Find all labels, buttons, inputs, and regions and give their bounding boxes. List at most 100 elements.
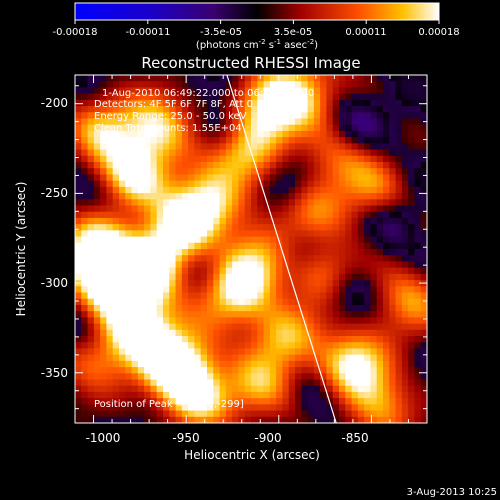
heatmap-cell — [93, 230, 101, 238]
heatmap-cell — [339, 211, 346, 219]
heatmap-cell — [420, 286, 427, 294]
heatmap-cell — [87, 398, 95, 405]
heatmap-cell — [125, 180, 133, 188]
heatmap-cell — [125, 410, 133, 418]
heatmap-cell — [144, 336, 152, 343]
heatmap-cell — [131, 323, 139, 331]
heatmap-cell — [326, 137, 334, 144]
heatmap-cell — [345, 242, 353, 250]
heatmap-cell — [238, 143, 246, 151]
heatmap-cell — [401, 280, 409, 287]
heatmap-cell — [188, 93, 196, 101]
heatmap-cell — [263, 354, 271, 362]
heatmap-cell — [207, 230, 214, 238]
heatmap-cell — [301, 211, 309, 219]
heatmap-cell — [112, 379, 120, 387]
heatmap-cell — [144, 360, 152, 368]
heatmap-cell — [251, 398, 258, 405]
heatmap-cell — [332, 249, 340, 256]
heatmap-cell — [75, 137, 82, 144]
heatmap-cell — [251, 391, 258, 399]
heatmap-cell — [320, 174, 328, 182]
colorbar: -0.00018 -0.00011 -3.5e-05 3.5e-05 0.000… — [53, 2, 460, 51]
heatmap-cell — [276, 373, 284, 381]
heatmap-cell — [125, 398, 133, 405]
heatmap-cell — [106, 199, 114, 207]
heatmap-cell — [276, 186, 284, 194]
heatmap-cell — [257, 124, 265, 132]
heatmap-cell — [420, 155, 427, 163]
heatmap-cell — [87, 336, 95, 343]
heatmap-cell — [106, 348, 114, 356]
heatmap-cell — [181, 205, 189, 213]
heatmap-cell — [301, 199, 309, 207]
heatmap-cell — [332, 360, 340, 368]
heatmap-cell — [339, 373, 346, 381]
heatmap-cell — [313, 155, 321, 163]
axis-ticks — [75, 75, 427, 423]
heatmap-cell — [175, 236, 183, 244]
heatmap-cell — [414, 398, 422, 405]
heatmap-cell — [370, 329, 378, 337]
heatmap-cell — [376, 87, 384, 95]
heatmap-cell — [295, 385, 302, 393]
heatmap-cell — [87, 255, 95, 263]
heatmap-cell — [81, 112, 89, 120]
heatmap-cell — [276, 304, 284, 312]
heatmap-cell — [207, 298, 214, 306]
heatmap-cell — [144, 199, 152, 207]
heatmap-cell — [81, 230, 89, 238]
heatmap-cell — [420, 130, 427, 138]
heatmap-cell — [420, 224, 427, 231]
heatmap-cell — [194, 199, 202, 207]
heatmap-cell — [351, 87, 359, 95]
heatmap-cell — [288, 367, 296, 374]
heatmap-cell — [301, 255, 309, 263]
heatmap-cell — [320, 186, 328, 194]
y-tick-label: -300 — [41, 276, 68, 290]
heatmap-cell — [420, 298, 427, 306]
heatmap-cell — [213, 230, 221, 238]
heatmap-cell — [251, 292, 258, 300]
heatmap-cell — [87, 304, 95, 312]
heatmap-cell — [376, 149, 384, 157]
heatmap-cell — [320, 205, 328, 213]
heatmap-cell — [345, 404, 353, 412]
heatmap-cell — [100, 87, 108, 95]
heatmap-cell — [389, 199, 397, 207]
heatmap-cell — [351, 354, 359, 362]
heatmap-cell — [175, 273, 183, 281]
heatmap-cell — [370, 398, 378, 405]
heatmap-cell — [181, 311, 189, 318]
heatmap-cell — [112, 99, 120, 107]
heatmap-cell — [175, 112, 183, 120]
heatmap-cell — [244, 342, 252, 350]
heatmap-cell — [401, 273, 409, 281]
heatmap-cell — [301, 323, 309, 331]
heatmap-cell — [357, 249, 365, 256]
heatmap-cell — [357, 87, 365, 95]
heatmap-cell — [313, 255, 321, 263]
heatmap-cell — [150, 292, 158, 300]
heatmap-cell — [181, 317, 189, 325]
heatmap-cell — [213, 261, 221, 269]
heatmap-cell — [364, 199, 372, 207]
heatmap-cell — [408, 360, 416, 368]
heatmap-cell — [263, 373, 271, 381]
heatmap-cell — [301, 155, 309, 163]
heatmap-cell — [87, 217, 95, 225]
heatmap-cell — [408, 230, 416, 238]
heatmap-cell — [175, 404, 183, 412]
heatmap-cell — [370, 367, 378, 374]
heatmap-cell — [376, 186, 384, 194]
heatmap-cell — [125, 354, 133, 362]
heatmap-cell — [200, 385, 208, 393]
heatmap-cell — [351, 180, 359, 188]
heatmap-cell — [112, 273, 120, 281]
heatmap-cell — [131, 286, 139, 294]
heatmap-cell — [326, 317, 334, 325]
heatmap-cell — [257, 162, 265, 169]
heatmap-cell — [131, 87, 139, 95]
heatmap-cell — [345, 292, 353, 300]
heatmap-cell — [320, 317, 328, 325]
